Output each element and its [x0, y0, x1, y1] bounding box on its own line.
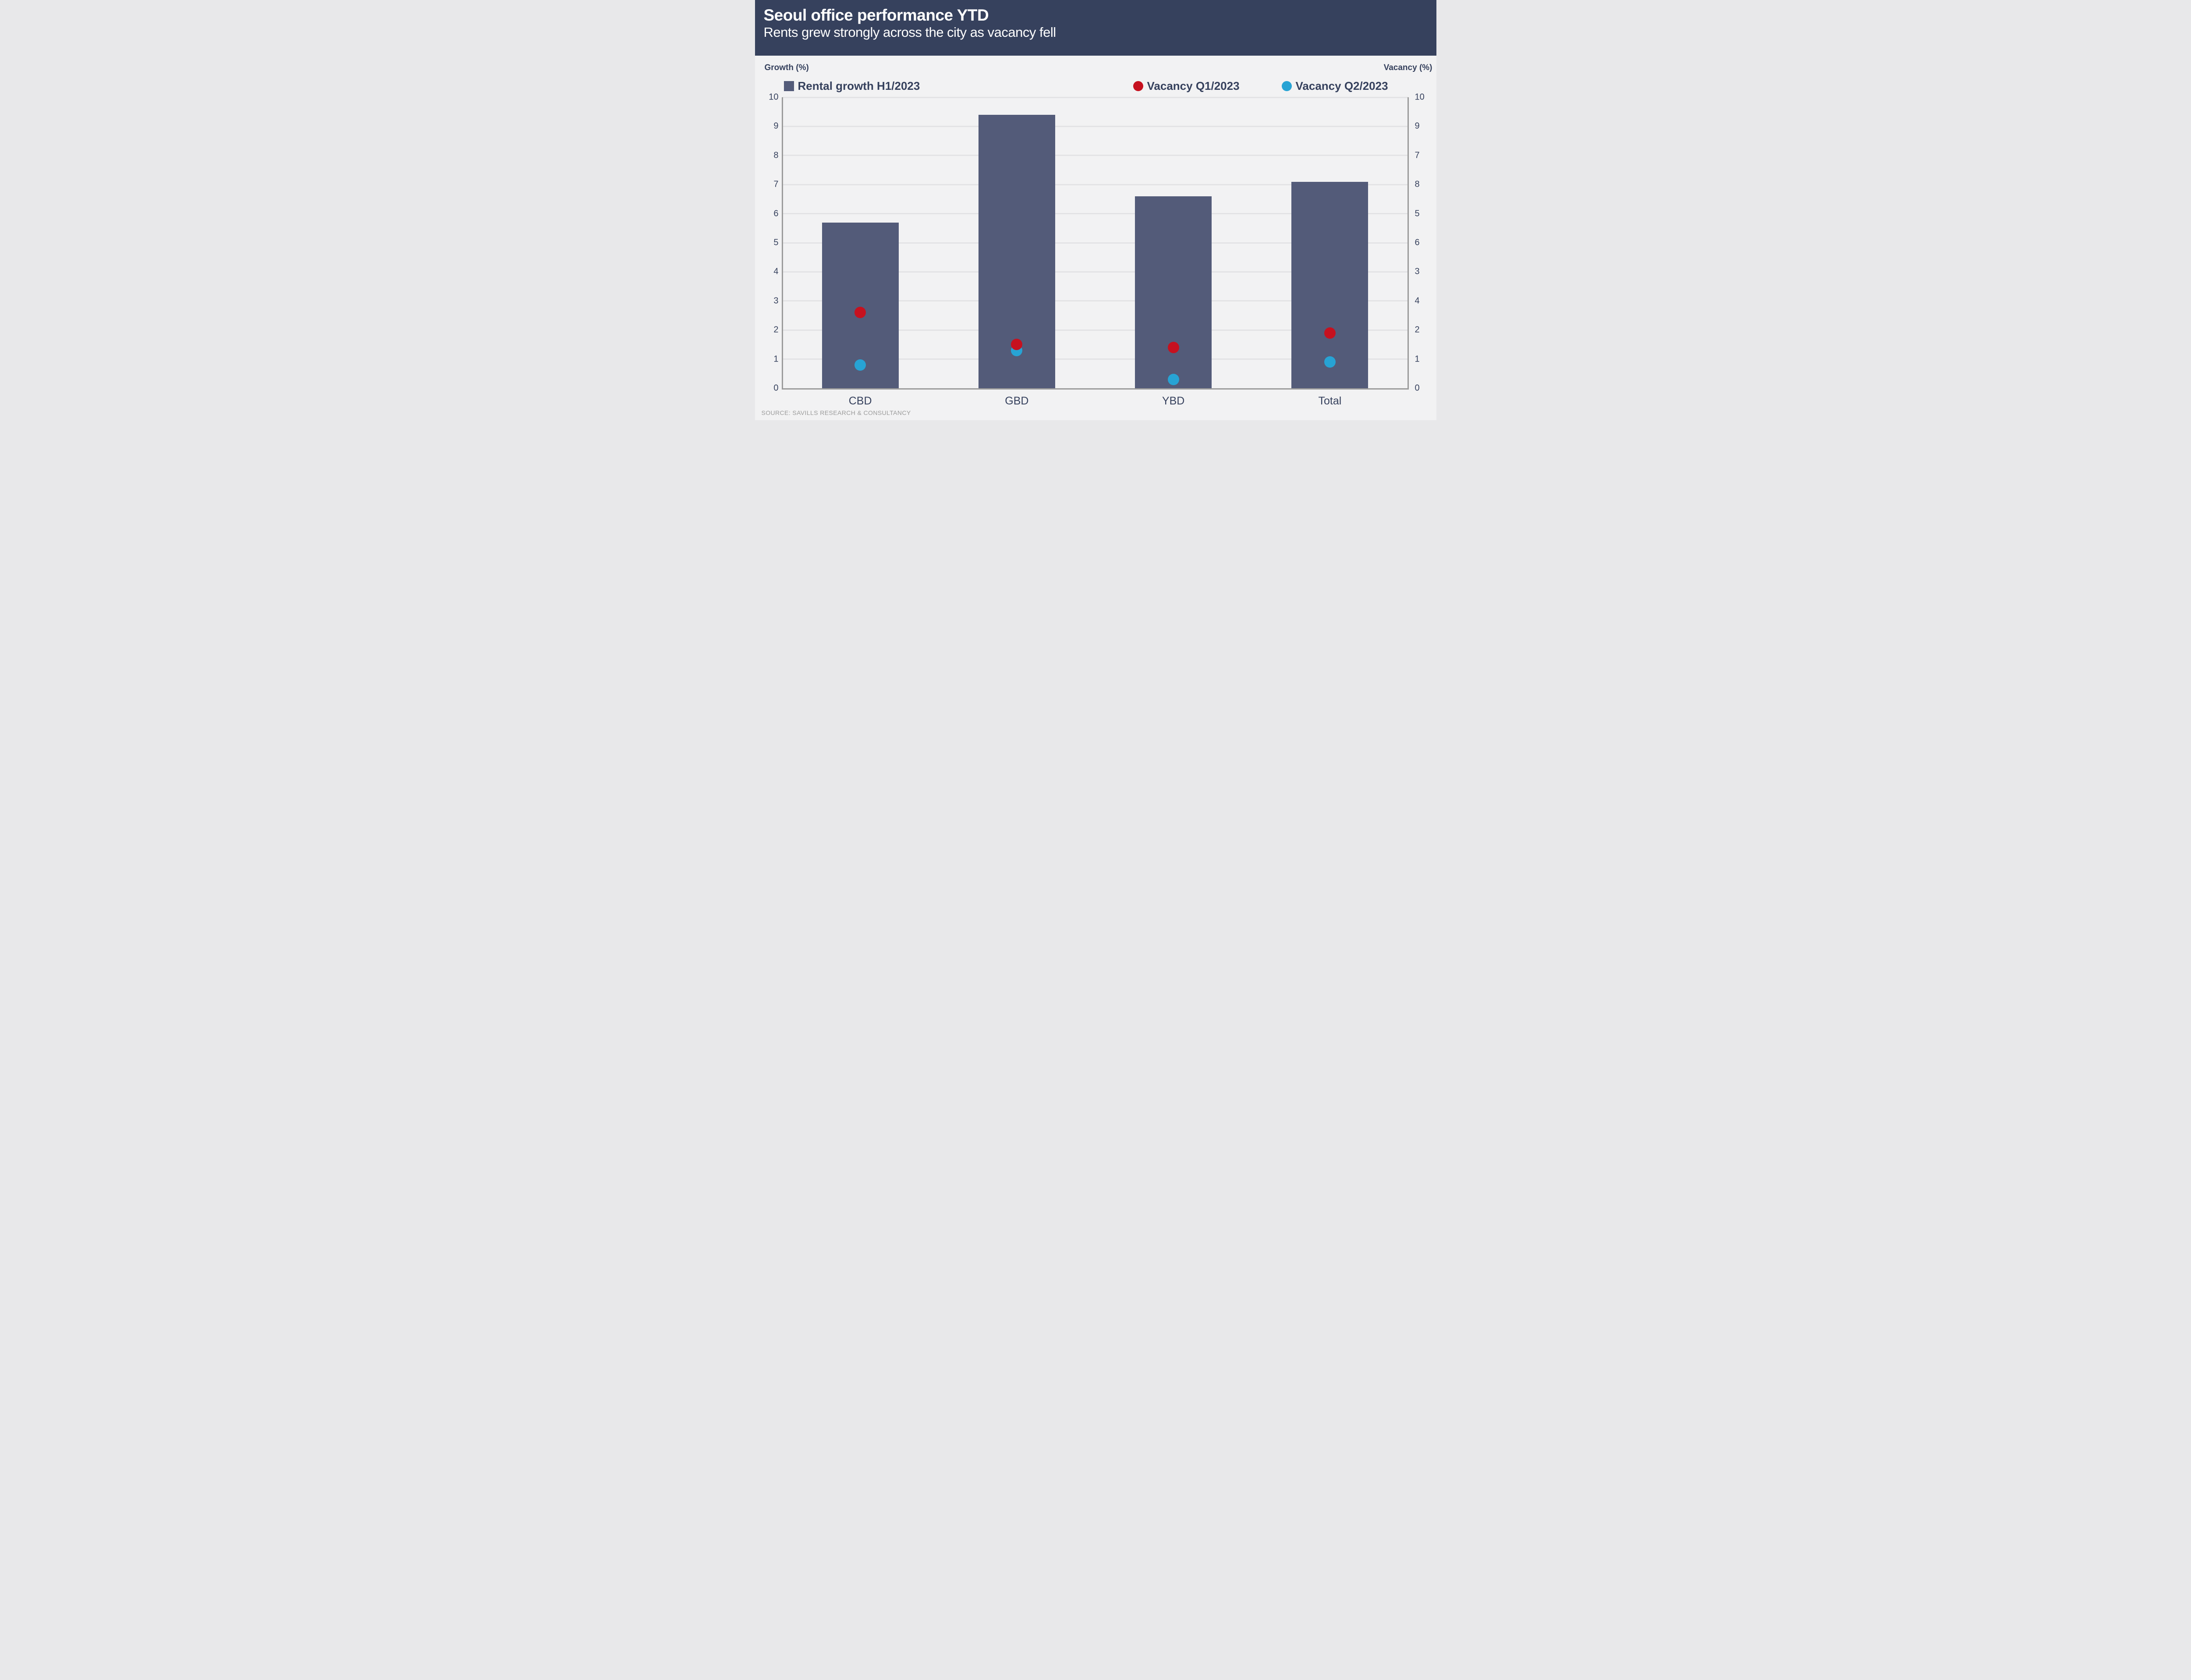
vacancy-q1-dot-total: [1324, 327, 1336, 339]
right-tick-6: 3: [1415, 266, 1420, 276]
left-axis-line: [781, 97, 783, 388]
gridline: [782, 300, 1408, 302]
gridline: [782, 213, 1408, 215]
left-tick-7: 3: [773, 296, 779, 306]
legend-item-rental-growth: Rental growth H1/2023: [784, 79, 920, 93]
right-tick-4: 5: [1415, 209, 1420, 219]
gridline: [782, 242, 1408, 244]
left-tick-2: 8: [773, 150, 779, 160]
left-tick-10: 0: [773, 383, 779, 393]
bar-ybd: [1135, 196, 1212, 388]
right-tick-3: 8: [1415, 179, 1420, 189]
vacancy-q1-dot-gbd: [1011, 339, 1023, 351]
legend-label: Vacancy Q2/2023: [1295, 79, 1388, 92]
right-tick-1: 9: [1415, 121, 1420, 131]
left-tick-1: 9: [773, 121, 779, 131]
blue-dot-swatch-icon: [1281, 81, 1292, 91]
x-axis-label-ybd: YBD: [1162, 395, 1185, 407]
chart-page: Seoul office performance YTD Rents grew …: [755, 0, 1436, 420]
vacancy-q1-dot-cbd: [854, 307, 866, 319]
chart-title: Seoul office performance YTD: [763, 6, 989, 24]
left-tick-9: 1: [773, 354, 779, 364]
left-axis-ticks: 10 9 8 7 6 5 4 3 2 1 0: [755, 92, 779, 393]
x-axis-label-gbd: GBD: [1005, 395, 1029, 407]
left-tick-3: 7: [773, 179, 779, 189]
red-dot-swatch-icon: [1133, 81, 1143, 91]
right-tick-7: 4: [1415, 296, 1420, 306]
gridline: [782, 358, 1408, 360]
left-tick-6: 4: [773, 266, 779, 276]
chart-header: Seoul office performance YTD Rents grew …: [755, 0, 1436, 56]
right-tick-5: 6: [1415, 237, 1420, 248]
legend-label: Rental growth H1/2023: [798, 79, 920, 92]
left-axis-title: Growth (%): [764, 63, 809, 72]
plot-area: [781, 96, 1409, 390]
right-tick-8: 2: [1415, 325, 1420, 335]
vacancy-q1-dot-ybd: [1167, 342, 1179, 354]
gridline: [782, 271, 1408, 273]
legend-label: Vacancy Q1/2023: [1147, 79, 1240, 92]
vacancy-q2-dot-ybd: [1167, 374, 1179, 386]
source-note: SOURCE: SAVILLS RESEARCH & CONSULTANCY: [761, 409, 911, 416]
left-tick-5: 5: [773, 237, 779, 248]
gridline: [782, 184, 1408, 185]
left-tick-0: 10: [769, 92, 779, 102]
x-axis-line: [781, 388, 1409, 390]
left-tick-8: 2: [773, 325, 779, 335]
left-tick-4: 6: [773, 209, 779, 219]
gridline: [782, 96, 1408, 98]
right-tick-10: 0: [1415, 383, 1420, 393]
gridline: [782, 155, 1408, 156]
right-tick-2: 7: [1415, 150, 1420, 160]
right-axis-ticks: 10 9 7 8 5 6 3 4 2 1 0: [1415, 92, 1436, 393]
x-axis-label-total: Total: [1318, 395, 1342, 407]
vacancy-q2-dot-total: [1324, 356, 1336, 368]
right-axis-title: Vacancy (%): [1383, 63, 1432, 72]
gridline: [782, 329, 1408, 331]
bar-total: [1291, 181, 1368, 388]
x-axis-label-cbd: CBD: [848, 395, 872, 407]
chart-subtitle: Rents grew strongly across the city as v…: [763, 25, 1057, 40]
vacancy-q2-dot-cbd: [854, 359, 866, 371]
right-tick-9: 1: [1415, 354, 1420, 364]
bar-swatch-icon: [784, 81, 794, 91]
right-tick-0: 10: [1415, 92, 1425, 102]
legend-item-vacancy-q2: Vacancy Q2/2023: [1281, 79, 1388, 93]
gridline: [782, 125, 1408, 127]
right-axis-line: [1407, 97, 1409, 388]
legend-item-vacancy-q1: Vacancy Q1/2023: [1133, 79, 1240, 93]
